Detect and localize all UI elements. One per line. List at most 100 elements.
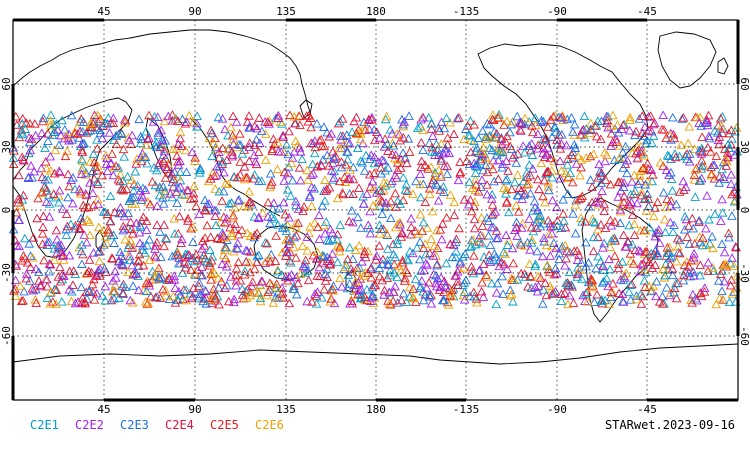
observation-marker: [475, 265, 485, 274]
observation-marker: [380, 114, 391, 124]
observation-marker: [299, 202, 309, 211]
observation-marker: [469, 136, 479, 146]
observation-marker: [385, 270, 396, 280]
observation-marker: [672, 233, 683, 243]
legend-item-c2e3: C2E3: [120, 418, 149, 432]
observation-marker: [209, 138, 219, 148]
observation-marker: [727, 134, 737, 143]
observation-marker: [152, 237, 162, 247]
observation-markers: [8, 110, 743, 309]
observation-marker: [575, 130, 586, 139]
observation-marker: [107, 149, 117, 158]
observation-marker: [337, 281, 347, 291]
observation-marker: [488, 155, 499, 165]
observation-marker: [631, 291, 642, 300]
observation-marker: [576, 162, 586, 172]
observation-marker: [453, 280, 463, 289]
observation-marker: [426, 162, 436, 172]
observation-marker: [221, 242, 232, 252]
observation-marker: [729, 196, 740, 206]
observation-marker: [242, 172, 252, 182]
observation-marker: [249, 150, 259, 160]
observation-marker: [293, 278, 303, 288]
observation-marker: [348, 162, 359, 172]
observation-marker: [505, 141, 515, 151]
observation-marker: [372, 251, 382, 260]
observation-marker: [93, 247, 104, 256]
observation-marker: [303, 175, 313, 184]
observation-marker: [318, 155, 328, 164]
observation-marker: [597, 296, 607, 306]
observation-marker: [632, 198, 642, 208]
observation-marker: [596, 294, 607, 304]
observation-marker: [387, 176, 397, 186]
observation-marker: [606, 236, 617, 245]
observation-marker: [66, 219, 76, 229]
observation-marker: [463, 130, 474, 140]
observation-marker: [425, 189, 435, 199]
observation-marker: [597, 277, 608, 287]
observation-marker: [42, 293, 53, 302]
observation-marker: [614, 141, 625, 150]
observation-marker: [380, 165, 391, 175]
observation-marker: [314, 135, 325, 145]
observation-marker: [542, 260, 553, 269]
observation-marker: [41, 163, 52, 173]
observation-marker: [57, 296, 67, 306]
observation-marker: [387, 129, 397, 138]
observation-marker: [538, 116, 549, 126]
observation-marker: [396, 266, 406, 275]
observation-marker: [534, 213, 545, 223]
observation-marker: [41, 157, 51, 166]
observation-marker: [487, 114, 498, 124]
observation-marker: [603, 122, 613, 132]
observation-marker: [447, 252, 458, 261]
observation-marker: [577, 125, 588, 135]
observation-marker: [78, 117, 89, 126]
observation-marker: [649, 249, 659, 259]
observation-marker: [684, 121, 695, 131]
observation-marker: [487, 145, 498, 155]
observation-marker: [496, 257, 507, 267]
observation-marker: [14, 241, 24, 251]
observation-marker: [493, 233, 503, 242]
observation-marker: [550, 263, 561, 273]
observation-marker: [175, 181, 186, 191]
observation-marker: [64, 135, 74, 145]
observation-marker: [442, 161, 452, 171]
observation-marker: [295, 147, 306, 156]
observation-marker: [274, 203, 284, 213]
observation-marker: [408, 189, 418, 198]
observation-marker: [477, 221, 488, 230]
observation-marker: [348, 189, 358, 198]
observation-marker: [230, 219, 241, 229]
observation-marker: [435, 170, 446, 180]
observation-marker: [111, 161, 121, 170]
observation-marker: [189, 256, 200, 266]
observation-marker: [583, 257, 594, 267]
observation-marker: [711, 299, 721, 309]
observation-marker: [347, 127, 357, 136]
observation-marker: [601, 175, 611, 185]
observation-marker: [480, 132, 491, 141]
greenland-coast: [657, 31, 717, 89]
observation-marker: [488, 164, 498, 174]
observation-marker: [473, 133, 484, 143]
observation-marker: [401, 265, 411, 275]
observation-marker: [483, 230, 494, 240]
observation-marker: [530, 282, 541, 291]
observation-marker: [584, 201, 594, 211]
observation-marker: [237, 225, 247, 234]
observation-marker: [484, 250, 494, 259]
observation-marker: [540, 135, 550, 145]
observation-marker: [57, 270, 67, 279]
observation-marker: [602, 150, 612, 159]
observation-marker: [413, 229, 424, 238]
observation-marker: [389, 267, 400, 277]
observation-marker: [160, 286, 171, 295]
observation-marker: [597, 298, 608, 308]
observation-marker: [697, 155, 707, 165]
observation-marker: [652, 197, 663, 206]
observation-marker: [97, 170, 107, 180]
observation-marker: [321, 217, 331, 226]
